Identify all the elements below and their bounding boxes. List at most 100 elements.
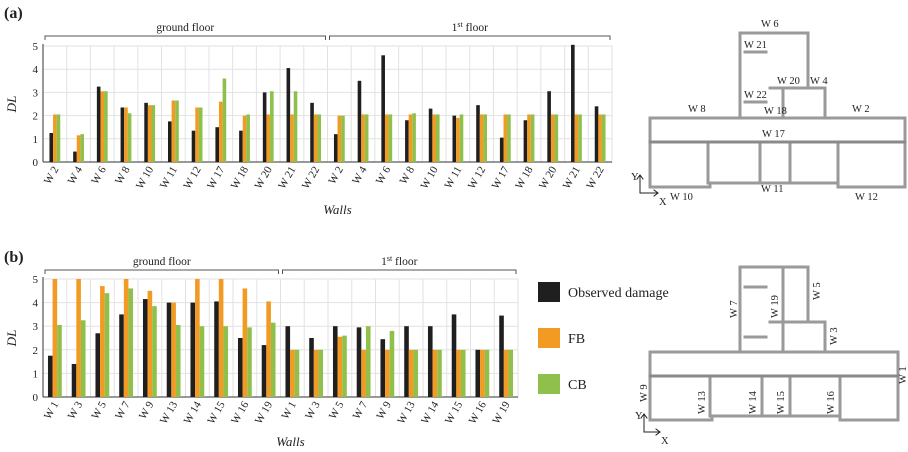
bar-observed-20 xyxy=(499,137,504,162)
plan-a-label-w4: W 4 xyxy=(810,76,828,87)
bar-observed-10 xyxy=(262,92,267,162)
group-label: 1st floor xyxy=(452,20,488,35)
bar-fb-11 xyxy=(290,114,294,162)
bar-fb-23 xyxy=(574,114,579,162)
bar-fb-21 xyxy=(527,114,531,162)
plan-b-axes xyxy=(640,413,661,436)
x-tick-label: W 3 xyxy=(303,399,323,421)
bar-cb-5 xyxy=(152,306,157,397)
x-tick-label: W 21 xyxy=(276,165,298,192)
bar-cb-5 xyxy=(151,105,156,162)
x-tick-label: W 14 xyxy=(182,399,205,426)
legend-label-fb: FB xyxy=(568,332,585,347)
bar-fb-12 xyxy=(313,114,318,162)
bar-fb-17 xyxy=(432,349,438,397)
x-tick-label: W 2 xyxy=(326,165,346,187)
bar-fb-5 xyxy=(147,105,152,162)
x-tick-label: W 15 xyxy=(443,399,466,426)
bar-fb-3 xyxy=(100,91,105,162)
plan-a-axis-x: X xyxy=(659,197,667,208)
group-bracket xyxy=(329,35,611,40)
legend-label-cb: CB xyxy=(568,378,587,393)
x-tick-label: W 11 xyxy=(158,165,180,191)
bar-observed-13 xyxy=(333,134,338,162)
y-tick-label: 4 xyxy=(33,64,39,76)
x-tick-label: W 9 xyxy=(374,399,394,421)
bar-observed-18 xyxy=(452,115,457,162)
x-tick-label: W 13 xyxy=(395,399,418,426)
bar-cb-17 xyxy=(435,114,440,162)
x-tick-label: W 7 xyxy=(351,399,371,421)
bar-fb-19 xyxy=(479,114,484,162)
x-tick-label: W 2 xyxy=(42,165,62,187)
x-tick-label: W 1 xyxy=(279,400,299,422)
bar-cb-12 xyxy=(318,349,324,397)
bar-cb-11 xyxy=(293,91,298,162)
x-tick-label: W 8 xyxy=(113,164,133,186)
y-tick-label: 2 xyxy=(33,345,39,357)
bar-cb-16 xyxy=(413,349,419,397)
bar-observed-9 xyxy=(239,130,243,162)
y-axis-label: DL xyxy=(4,330,19,348)
group-label: ground floor xyxy=(156,22,214,34)
group-label: 1st floor xyxy=(381,254,417,269)
x-tick-label: W 9 xyxy=(137,399,157,421)
bar-fb-18 xyxy=(456,117,460,162)
x-tick-label: W 19 xyxy=(253,399,276,426)
bar-fb-10 xyxy=(266,301,271,397)
plan-b-label-w14: W 14 xyxy=(748,390,759,414)
x-tick-label: W 13 xyxy=(158,399,181,426)
bar-cb-6 xyxy=(175,325,181,397)
bar-observed-17 xyxy=(427,326,433,397)
bar-fb-1 xyxy=(53,114,57,162)
bar-observed-19 xyxy=(475,349,481,397)
plan-a-label-w8: W 8 xyxy=(688,104,706,115)
legend-label-observed: Observed damage xyxy=(568,286,669,301)
bar-observed-4 xyxy=(120,107,125,162)
y-tick-label: 0 xyxy=(33,157,39,169)
plan-b-axis-y: Y xyxy=(635,411,643,422)
x-tick-label: W 15 xyxy=(205,399,228,426)
bar-fb-14 xyxy=(361,114,365,162)
plan-a-label-w11: W 11 xyxy=(761,184,783,195)
x-tick-label: W 16 xyxy=(467,399,490,426)
y-axis-label: DL xyxy=(4,96,19,114)
bar-fb-14 xyxy=(361,349,366,397)
x-tick-label: W 22 xyxy=(584,165,606,192)
x-tick-label: W 1 xyxy=(42,400,62,422)
bar-cb-14 xyxy=(365,326,371,397)
bar-cb-24 xyxy=(601,114,606,162)
plan-b-label-w5: W 5 xyxy=(812,282,823,300)
bar-observed-5 xyxy=(142,299,148,397)
bar-observed-3 xyxy=(96,86,101,162)
bar-observed-11 xyxy=(286,68,291,162)
bar-observed-5 xyxy=(144,102,148,162)
bar-cb-7 xyxy=(198,107,203,162)
bar-observed-16 xyxy=(404,326,409,397)
bar-cb-13 xyxy=(342,335,347,397)
bar-fb-16 xyxy=(408,349,414,397)
bar-fb-8 xyxy=(219,101,223,162)
bar-cb-9 xyxy=(246,114,250,162)
y-tick-label: 4 xyxy=(33,298,39,310)
x-tick-label: W 20 xyxy=(252,164,275,191)
x-tick-label: W 18 xyxy=(513,164,536,191)
bar-fb-20 xyxy=(503,114,508,162)
bar-cb-6 xyxy=(175,100,179,162)
bar-observed-21 xyxy=(523,120,528,162)
group-bracket xyxy=(44,35,326,40)
bar-fb-2 xyxy=(76,135,81,162)
bar-cb-7 xyxy=(199,326,205,397)
bar-observed-14 xyxy=(357,80,362,162)
x-tick-label: W 10 xyxy=(418,164,441,191)
bar-fb-11 xyxy=(290,349,295,397)
panel-a-label: (a) xyxy=(4,5,23,22)
plan-b-label-w19: W 19 xyxy=(770,295,781,318)
bar-cb-20 xyxy=(508,349,514,397)
bar-observed-12 xyxy=(310,102,314,162)
bar-observed-6 xyxy=(166,302,172,397)
x-tick-label: W 6 xyxy=(89,164,109,186)
legend-swatch-fb xyxy=(538,328,560,348)
